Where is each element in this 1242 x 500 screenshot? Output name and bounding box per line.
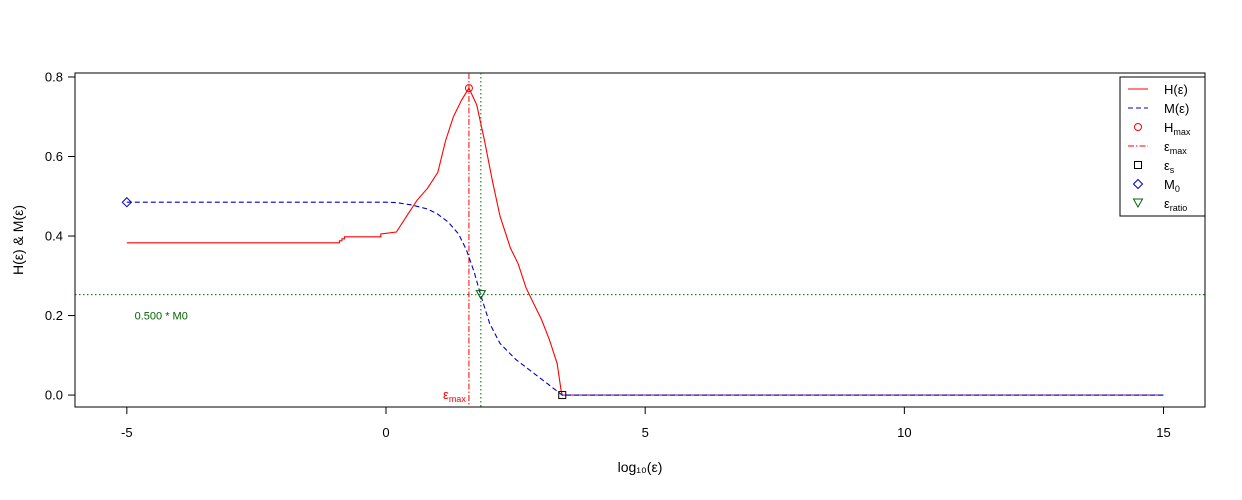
h-max-point [464,84,473,93]
y-axis-label: H(ε) & M(ε) [10,205,26,275]
legend-label: M(ε) [1164,101,1189,116]
x-axis: -5 0 5 10 15 [121,406,1171,440]
legend-label: M0 [1164,177,1180,194]
eps-s-point [558,391,567,400]
legend: H(ε) M(ε) Hmax εmax εs M0 εratio [1119,76,1206,217]
y-tick-label: 0.6 [45,149,63,164]
points-layer [121,84,567,400]
y-axis: 0.0 0.2 0.4 0.6 0.8 [45,69,76,403]
legend-label: Hmax [1164,120,1191,137]
y-tick-label: 0.2 [45,308,63,323]
legend-label: εmax [1164,139,1187,156]
eps-max-annotation: εmax [443,387,466,404]
legend-label: H(ε) [1164,82,1188,97]
x-tick-label: 5 [642,425,649,440]
series-line-m [126,201,1164,396]
x-tick-label: 0 [382,425,389,440]
legend-key-6 [1132,198,1144,209]
annotations: εmax 0.500 * M0 [135,311,467,405]
series-layer [126,86,1164,396]
y-tick-label: 0.4 [45,229,63,244]
legend-label: εratio [1164,196,1187,213]
y-tick-label: 0.8 [45,69,63,84]
reference-lines [75,73,1205,407]
legend-label: εs [1164,158,1175,175]
m0-point [121,197,133,208]
y-tick-label: 0.0 [45,388,63,403]
legend-key-5 [1132,178,1144,190]
plot-frame [74,72,1206,408]
legend-key-2 [1134,123,1142,131]
half-m0-annotation: 0.500 * M0 [135,311,188,323]
series-line-h [126,86,1164,396]
x-tick-label: -5 [121,425,133,440]
x-tick-label: 10 [897,425,911,440]
legend-box [1119,76,1206,217]
x-tick-label: 15 [1156,425,1170,440]
legend-key-4 [1134,161,1142,169]
x-axis-label: log₁₀(ε) [618,459,663,475]
eps-ratio-point [475,290,487,300]
